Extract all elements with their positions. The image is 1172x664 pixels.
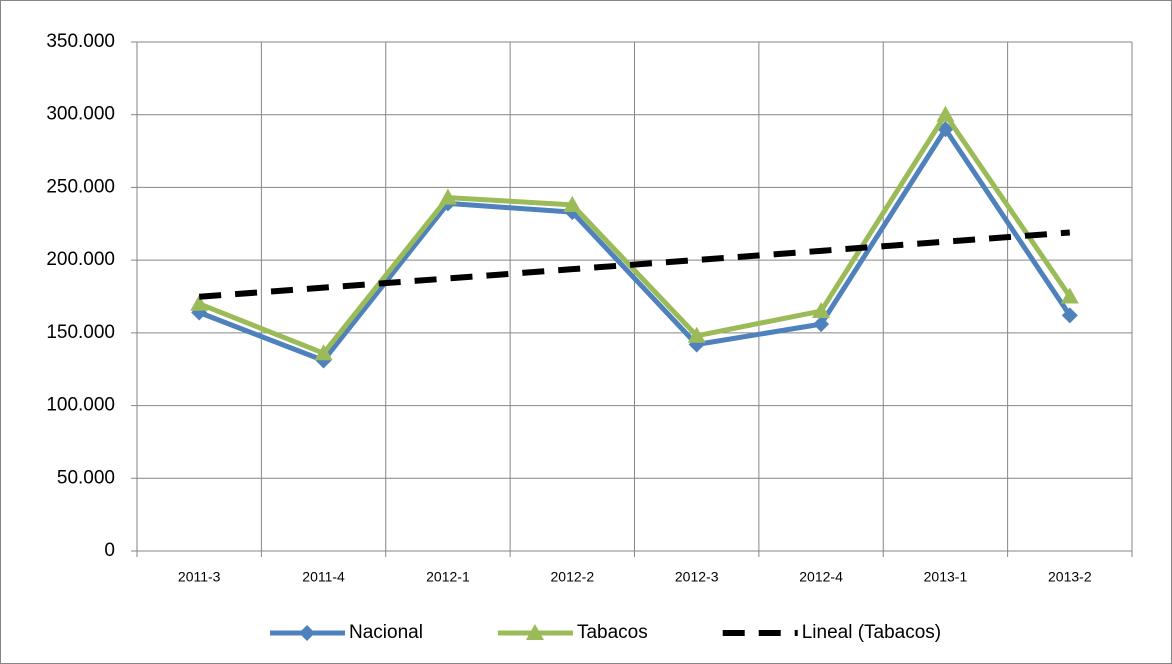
marker	[438, 188, 457, 205]
x-tick-label: 2012-1	[426, 569, 470, 585]
y-tick-label: 0	[104, 540, 115, 561]
x-tick-label: 2013-2	[1048, 569, 1092, 585]
x-tick-label: 2012-3	[675, 569, 719, 585]
marker	[813, 316, 830, 333]
y-tick-label: 350.000	[46, 31, 115, 52]
y-tick-label: 250.000	[46, 176, 115, 197]
y-tick-label: 200.000	[46, 249, 115, 270]
x-tick-label: 2011-3	[178, 569, 221, 585]
marker	[687, 326, 706, 343]
marker	[525, 624, 544, 640]
marker	[299, 625, 315, 641]
y-tick-label: 50.000	[57, 467, 115, 488]
marker	[812, 302, 831, 319]
trend-line	[198, 229, 1071, 300]
x-tick-label: 2012-4	[799, 569, 843, 585]
legend-label: Lineal (Tabacos)	[802, 622, 941, 643]
x-tick-label: 2012-2	[551, 569, 595, 585]
y-tick-label: 150.000	[46, 322, 115, 343]
marker	[563, 195, 582, 212]
y-tick-label: 100.000	[46, 395, 115, 416]
series-line	[198, 126, 1072, 363]
marker	[314, 344, 333, 361]
marker	[936, 105, 955, 122]
x-tick-label: 2011-4	[302, 569, 345, 585]
marker	[1061, 307, 1078, 324]
marker	[1060, 287, 1079, 304]
x-tick-label: 2013-1	[924, 569, 968, 585]
marker	[190, 294, 209, 311]
legend-label: Tabacos	[577, 622, 648, 643]
series-line	[198, 112, 1072, 356]
legend-label: Nacional	[349, 622, 423, 643]
y-tick-label: 300.000	[46, 104, 115, 125]
